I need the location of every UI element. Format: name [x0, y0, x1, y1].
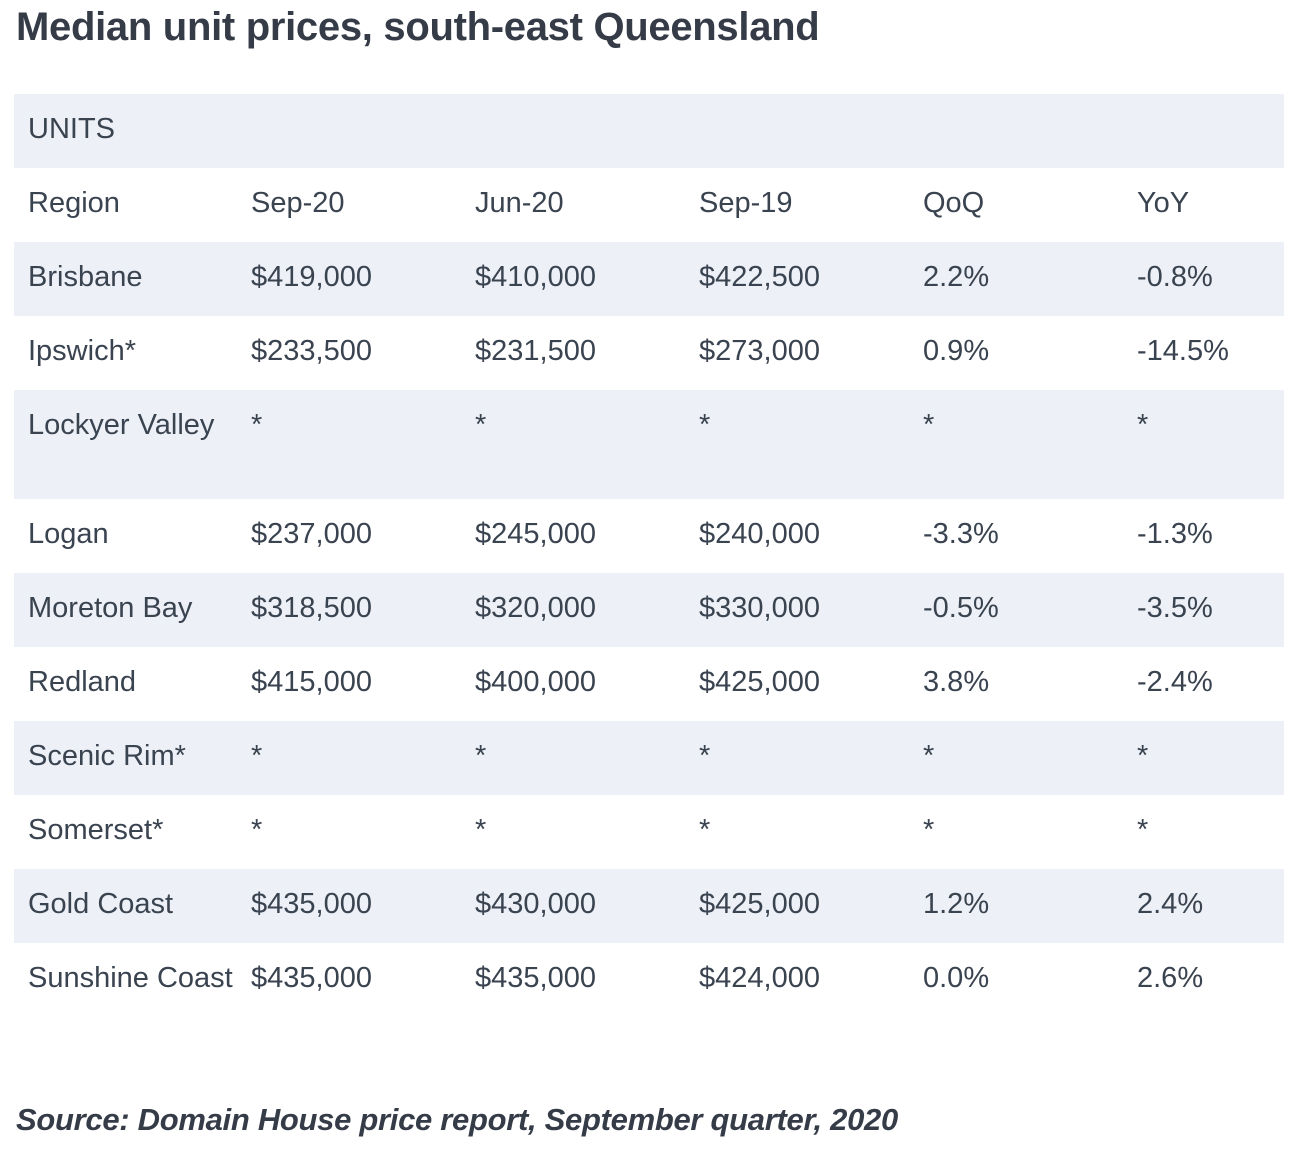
sep19-cell: $330,000	[685, 573, 909, 647]
jun20-cell: $231,500	[475, 335, 596, 367]
jun20-cell: *	[461, 390, 685, 499]
sep20-cell: $237,000	[251, 518, 372, 550]
sep20-cell: $415,000	[251, 666, 372, 698]
jun20-cell: $320,000	[461, 573, 685, 647]
jun20-cell: $430,000	[461, 869, 685, 943]
qoq-cell: *	[923, 814, 935, 846]
column-header: YoY	[1137, 187, 1190, 219]
table-row: Lockyer Valley * * * * *	[14, 390, 1285, 499]
qoq-cell: -0.5%	[909, 573, 1123, 647]
unit-prices-table-container: UNITS Region Sep-20 Jun-20 Sep-19 QoQ Yo…	[14, 94, 1285, 1052]
yoy-cell: *	[1123, 390, 1285, 499]
jun20-cell: $410,000	[461, 242, 685, 316]
yoy-cell: -3.5%	[1123, 573, 1285, 647]
page-title: Median unit prices, south-east Queenslan…	[16, 5, 820, 49]
yoy-cell: -1.3%	[1137, 518, 1213, 550]
sep20-cell: *	[237, 390, 461, 499]
qoq-cell: 0.0%	[923, 962, 990, 994]
sep20-cell: *	[237, 721, 461, 795]
qoq-cell: *	[909, 390, 1123, 499]
jun20-cell: $400,000	[475, 666, 596, 698]
qoq-cell: 2.2%	[909, 242, 1123, 316]
table-row: Gold Coast $435,000 $430,000 $425,000 1.…	[14, 869, 1285, 943]
column-header: Region	[28, 187, 120, 219]
sep20-cell: $233,500	[251, 335, 372, 367]
qoq-cell: 1.2%	[909, 869, 1123, 943]
unit-prices-table: UNITS Region Sep-20 Jun-20 Sep-19 QoQ Yo…	[14, 94, 1285, 1052]
yoy-cell: -14.5%	[1137, 335, 1229, 367]
qoq-cell: -3.3%	[923, 518, 999, 550]
sep19-cell: $425,000	[699, 666, 820, 698]
sep20-cell: $435,000	[237, 869, 461, 943]
section-label: UNITS	[14, 94, 1285, 168]
region-cell: Brisbane	[14, 242, 237, 316]
region-cell: Logan	[28, 518, 109, 550]
yoy-cell: -0.8%	[1123, 242, 1285, 316]
sep20-cell: *	[251, 814, 263, 846]
column-header-row: Region Sep-20 Jun-20 Sep-19 QoQ YoY	[14, 168, 1284, 242]
region-cell: Moreton Bay	[14, 573, 237, 647]
table-row: Somerset* * * * * *	[14, 795, 1284, 869]
sep20-cell: $419,000	[237, 242, 461, 316]
table-row: Sunshine Coast $435,000 $435,000 $424,00…	[14, 943, 1284, 1052]
sep20-cell: $435,000	[251, 962, 372, 994]
sep20-cell: $318,500	[237, 573, 461, 647]
table-row: Moreton Bay $318,500 $320,000 $330,000 -…	[14, 573, 1285, 647]
sep19-cell: $422,500	[685, 242, 909, 316]
table-row: Redland $415,000 $400,000 $425,000 3.8% …	[14, 647, 1284, 721]
sep19-cell: $424,000	[699, 962, 820, 994]
yoy-cell: 2.4%	[1123, 869, 1285, 943]
jun20-cell: $435,000	[475, 962, 596, 994]
yoy-cell: -2.4%	[1137, 666, 1213, 698]
table-row: Logan $237,000 $245,000 $240,000 -3.3% -…	[14, 499, 1284, 573]
sep19-cell: $273,000	[699, 335, 820, 367]
table-row: Ipswich* $233,500 $231,500 $273,000 0.9%…	[14, 316, 1284, 390]
yoy-cell: 2.6%	[1137, 962, 1204, 994]
jun20-cell: *	[475, 814, 487, 846]
source-note: Source: Domain House price report, Septe…	[16, 1102, 898, 1137]
qoq-cell: 3.8%	[923, 666, 990, 698]
sep19-cell: $240,000	[699, 518, 820, 550]
table-row: Scenic Rim* * * * * *	[14, 721, 1285, 795]
table-row: Brisbane $419,000 $410,000 $422,500 2.2%…	[14, 242, 1285, 316]
qoq-cell: 0.9%	[923, 335, 990, 367]
region-cell: Somerset*	[28, 814, 164, 846]
region-cell: Lockyer Valley	[14, 390, 237, 499]
column-header: Jun-20	[475, 187, 564, 219]
jun20-cell: $245,000	[475, 518, 596, 550]
sep19-cell: *	[699, 814, 711, 846]
column-header: Sep-19	[699, 187, 793, 219]
jun20-cell: *	[461, 721, 685, 795]
yoy-cell: *	[1137, 814, 1149, 846]
section-header-row: UNITS	[14, 94, 1285, 168]
region-cell: Sunshine Coast	[28, 962, 233, 994]
qoq-cell: *	[909, 721, 1123, 795]
sep19-cell: $425,000	[685, 869, 909, 943]
column-header: QoQ	[923, 187, 985, 219]
yoy-cell: *	[1123, 721, 1285, 795]
region-cell: Ipswich*	[28, 335, 136, 367]
region-cell: Gold Coast	[14, 869, 237, 943]
sep19-cell: *	[685, 721, 909, 795]
sep19-cell: *	[685, 390, 909, 499]
region-cell: Redland	[28, 666, 137, 698]
region-cell: Scenic Rim*	[14, 721, 237, 795]
column-header: Sep-20	[251, 187, 345, 219]
